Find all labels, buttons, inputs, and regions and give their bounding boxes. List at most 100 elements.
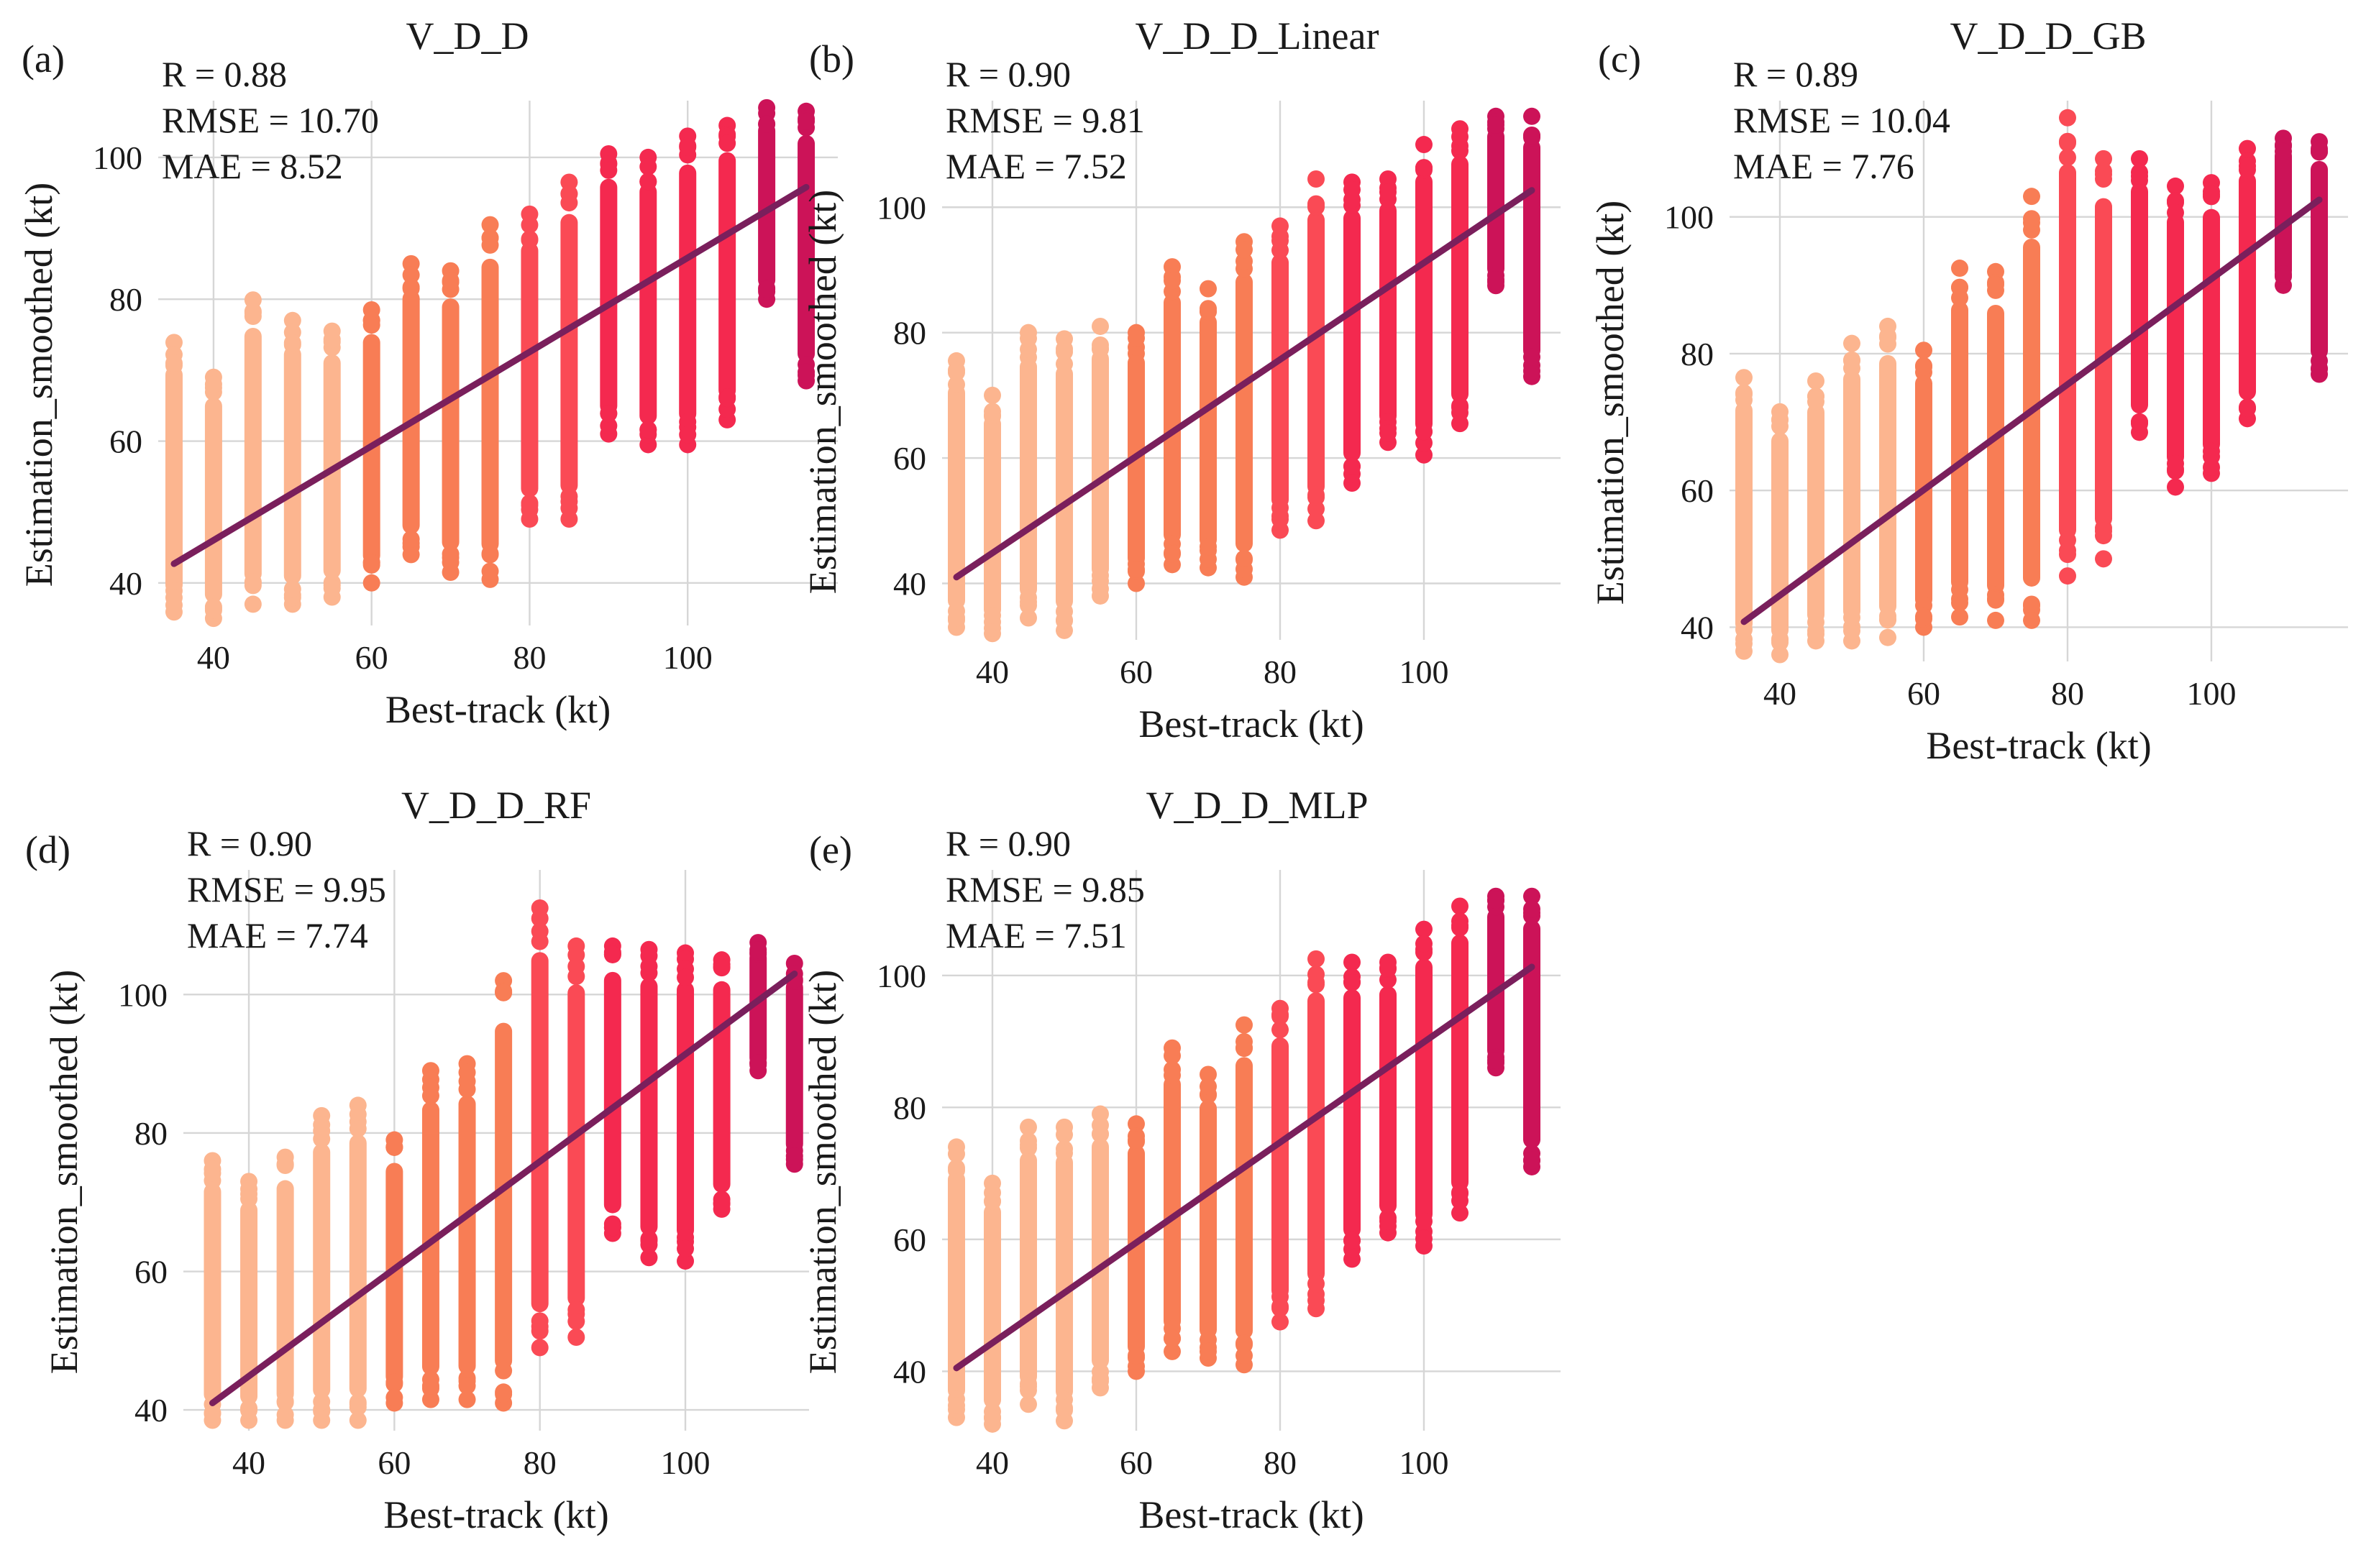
data-point [1307,1275,1325,1293]
x-tick-label: 40 [976,654,1009,690]
data-point [313,1393,331,1411]
data-point [1235,549,1253,567]
y-tick-label: 100 [93,139,142,176]
data-point [2311,142,2328,160]
data-point [1056,355,1073,373]
data-point [713,959,731,977]
y-tick-label: 40 [893,1353,926,1390]
data-point [1523,887,1540,905]
x-tick-label: 80 [2051,675,2084,712]
point-column-x95 [640,940,658,1267]
y-tick-label: 60 [893,1221,926,1258]
data-point [1951,260,1968,278]
data-point [2311,352,2328,370]
data-point [2059,109,2076,127]
point-column-x90 [603,937,621,1242]
data-point [1987,591,2004,609]
x-tick-label: 100 [661,1444,711,1481]
data-point [313,1122,331,1140]
data-point [2167,177,2184,195]
point-column-x105 [713,951,731,1218]
data-point [1735,620,1753,638]
point-column-x85 [1307,170,1325,530]
data-point [481,216,499,234]
fit-line [953,187,1535,581]
data-point [984,386,1001,404]
stat-annotation: MAE = 8.52 [162,146,343,186]
data-point [1235,1347,1253,1365]
data-point [603,1219,621,1237]
data-point [1915,358,1932,376]
data-point [758,115,776,133]
data-point [421,1078,439,1096]
panel-letter: (b) [809,37,854,81]
data-point [2095,527,2112,545]
chart-panel-1: 40 60 80 100 40 60 80 100 Best-track (kt) Estimat… [17,14,838,731]
point-column-x70 [442,262,460,582]
data-point [2167,203,2184,221]
point-column-x40 [204,368,222,628]
data-point [1164,1342,1181,1360]
y-tick-label: 40 [109,565,142,602]
y-tick-label: 100 [118,976,168,1013]
stat-annotation: R = 0.90 [946,54,1071,94]
data-point [1987,276,2004,294]
data-point [2239,139,2256,157]
data-point [1487,1052,1504,1070]
data-point [984,607,1001,625]
data-point [1523,127,1540,145]
data-point [362,574,380,592]
data-point [2275,142,2292,160]
data-point [2167,454,2184,472]
data-point [2095,165,2112,183]
point-column-x40 [1771,403,1789,664]
point-column-x95 [2167,177,2184,496]
data-point [531,909,549,927]
data-point [1020,1395,1037,1413]
data-point [948,1145,965,1163]
y-tick-label: 60 [1681,472,1714,509]
point-column-x100 [679,127,697,454]
y-tick-label: 100 [877,189,926,226]
point-column-x60 [1128,1115,1145,1380]
point-column-x70 [458,1055,476,1408]
point-column-x45 [244,291,262,613]
y-tick-label: 80 [134,1115,168,1152]
data-point [1843,359,1860,377]
data-point [1271,1299,1289,1317]
data-point [458,1377,476,1395]
point-column-x75 [495,972,513,1412]
data-point [639,173,657,191]
data-point [1915,341,1932,359]
data-point [1235,1334,1253,1352]
point-column-x115 [1523,887,1540,1175]
point-column-x100 [1415,136,1433,464]
data-point [677,968,695,986]
data-point [521,216,539,234]
data-point [567,1312,585,1330]
point-column-x80 [1271,217,1289,539]
data-point [640,1230,658,1248]
data-point [1164,1066,1181,1084]
y-axis-label: Estimation_smoothed (kt) [1589,201,1632,605]
data-point [1128,1347,1145,1365]
data-point [1164,272,1181,290]
data-point [2239,400,2256,418]
data-point [1487,891,1504,909]
stat-annotation: RMSE = 10.04 [1733,100,1950,140]
data-point [1235,1039,1253,1057]
data-point [1056,611,1073,629]
point-column-x40 [984,386,1001,643]
point-column-x55 [1092,317,1109,605]
data-point [385,1138,403,1156]
data-point [567,1329,585,1346]
x-tick-label: 60 [1120,654,1153,690]
data-point [1951,581,1968,599]
data-point [1200,1065,1217,1083]
data-point [1164,1329,1181,1347]
panel-letter: (e) [809,828,852,871]
data-point [2023,188,2040,206]
data-point [1235,241,1253,259]
x-tick-label: 100 [2187,675,2237,712]
y-tick-label: 100 [877,958,926,994]
